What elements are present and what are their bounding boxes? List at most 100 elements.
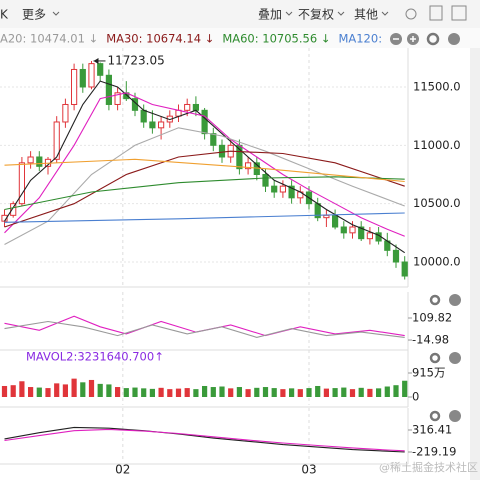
volume-bar bbox=[123, 388, 129, 398]
candle-body bbox=[114, 92, 121, 105]
legend-entry: A20: 10474.01 ↓ bbox=[0, 32, 98, 46]
icon[interactable] bbox=[429, 5, 443, 21]
volume-bar bbox=[341, 387, 347, 398]
ma-line bbox=[4, 426, 405, 453]
watermark: @稀土掘金技术社区 bbox=[379, 460, 478, 474]
y-tick-label: 11000.0 bbox=[413, 138, 461, 152]
gear-button[interactable] bbox=[429, 410, 441, 422]
gear-button[interactable] bbox=[429, 352, 441, 364]
caret bbox=[381, 11, 389, 16]
y-tick-label: 10000.0 bbox=[413, 255, 461, 269]
candle-body bbox=[149, 121, 156, 129]
candle-body bbox=[358, 226, 365, 240]
volume-bar bbox=[158, 387, 164, 398]
candle-body bbox=[366, 232, 373, 240]
ma-line bbox=[4, 428, 405, 452]
candle-body bbox=[332, 214, 339, 228]
volume-bar bbox=[28, 387, 34, 398]
annotation-head bbox=[93, 57, 99, 64]
legend-entry: MA120: bbox=[338, 32, 382, 46]
volume-bar bbox=[71, 378, 77, 398]
icon[interactable] bbox=[451, 5, 467, 21]
ma-line bbox=[4, 212, 405, 223]
settings-icon[interactable] bbox=[405, 8, 417, 20]
candle-body bbox=[105, 74, 113, 105]
candle-body bbox=[279, 185, 286, 193]
candle-body bbox=[218, 144, 226, 158]
candle-body bbox=[36, 156, 43, 167]
y-tick-label: 0 bbox=[412, 390, 419, 404]
legend-entry: MA30: 10674.14 ↓ bbox=[106, 32, 214, 46]
ma-line bbox=[4, 127, 405, 245]
volume-bar bbox=[254, 387, 260, 398]
volume-bar bbox=[54, 383, 60, 398]
volume-bar bbox=[245, 389, 251, 398]
volume-bar bbox=[19, 381, 25, 398]
ma-line bbox=[4, 92, 405, 237]
candle-body bbox=[192, 103, 200, 111]
volume-bar bbox=[210, 387, 216, 398]
volume-bar bbox=[332, 388, 338, 398]
toolbar-item[interactable]: 叠加 bbox=[258, 8, 282, 22]
volume-bar bbox=[132, 387, 138, 398]
caret bbox=[285, 11, 293, 16]
volume-bar bbox=[62, 384, 68, 398]
volume-bar bbox=[289, 388, 295, 398]
volume-bar bbox=[384, 386, 390, 398]
caret bbox=[52, 11, 60, 16]
candle-body bbox=[184, 103, 191, 111]
candle-body bbox=[10, 203, 17, 216]
toolbar-item[interactable]: 其他 bbox=[354, 8, 378, 22]
volume-bar bbox=[315, 385, 321, 398]
volume-bar bbox=[280, 389, 286, 398]
ma-line bbox=[4, 150, 405, 228]
candle-body bbox=[349, 226, 356, 234]
volume-bar bbox=[141, 388, 147, 398]
candle-body bbox=[158, 121, 165, 129]
candle-body bbox=[271, 185, 278, 193]
volume-bar bbox=[323, 388, 329, 398]
candle-body bbox=[201, 109, 208, 135]
volume-bar bbox=[358, 387, 364, 398]
candle-body bbox=[210, 133, 217, 146]
gear-button[interactable] bbox=[429, 294, 441, 306]
volume-bar bbox=[97, 383, 103, 398]
candle-body bbox=[401, 261, 408, 277]
legend-bar bbox=[0, 28, 480, 48]
y-tick-label: 109.82 bbox=[412, 311, 452, 325]
legend-entry: MA60: 10705.56 ↓ bbox=[222, 32, 330, 46]
y-tick-label: 316.41 bbox=[412, 422, 452, 436]
volume-bar bbox=[297, 389, 303, 398]
toolbar-item[interactable]: K bbox=[0, 8, 9, 22]
volume-bar bbox=[88, 379, 95, 398]
candle-body bbox=[288, 185, 295, 199]
volume-bar bbox=[80, 382, 86, 398]
volume-bar bbox=[36, 387, 42, 398]
close-button[interactable] bbox=[448, 33, 460, 45]
candle-body bbox=[62, 103, 69, 123]
candle-body bbox=[140, 109, 147, 123]
y-tick-label: 11500.0 bbox=[413, 79, 461, 93]
gear-button[interactable] bbox=[426, 32, 440, 46]
close-button[interactable] bbox=[449, 294, 461, 306]
y-tick-label: 915万 bbox=[412, 366, 445, 380]
x-tick-label: 03 bbox=[301, 463, 316, 477]
toolbar-item[interactable]: 更多 bbox=[22, 8, 46, 22]
candle-body bbox=[53, 121, 60, 160]
candle-body bbox=[88, 63, 95, 88]
volume-bar bbox=[45, 388, 51, 398]
volume-bar bbox=[175, 388, 182, 398]
volume-bar bbox=[106, 384, 112, 398]
ma-line bbox=[4, 158, 405, 183]
candle-body bbox=[340, 226, 347, 234]
close-button[interactable] bbox=[449, 410, 461, 422]
toolbar-item[interactable]: 不复权 bbox=[298, 8, 334, 22]
volume-bar bbox=[202, 385, 208, 398]
close-button[interactable] bbox=[449, 352, 461, 364]
volume-bar bbox=[306, 388, 312, 398]
volume-bar bbox=[115, 387, 121, 398]
caret bbox=[337, 11, 345, 16]
y-tick-label: -14.98 bbox=[412, 333, 449, 347]
scrollbar bbox=[470, 48, 480, 480]
y-tick-label: 10500.0 bbox=[413, 196, 461, 210]
